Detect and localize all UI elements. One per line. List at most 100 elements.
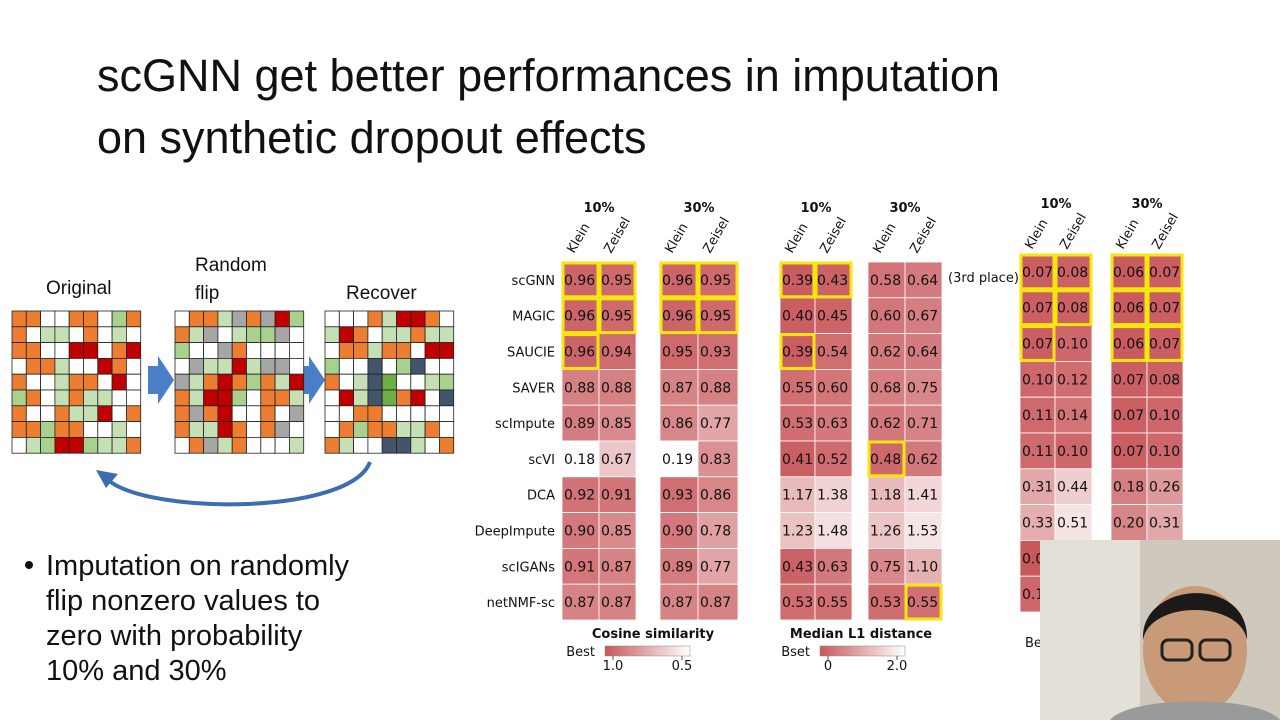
- matrix-cell: [83, 405, 99, 422]
- matrix-cell: [367, 421, 383, 438]
- cell-value: 0.33: [1022, 516, 1053, 532]
- matrix-cell: [68, 405, 84, 422]
- cell-value: 0.41: [782, 452, 813, 468]
- matrix-cell: [174, 342, 190, 359]
- heat-cell: [598, 368, 637, 406]
- cell-value: 0.0: [1022, 551, 1044, 567]
- matrix-cell: [367, 389, 383, 407]
- matrix-cell: [188, 310, 205, 328]
- arrow: [148, 356, 174, 404]
- cell-value: 0.55: [907, 595, 938, 611]
- diagram-label: Recover: [346, 283, 417, 304]
- matrix-cell: [246, 373, 262, 391]
- highlight: [1146, 325, 1184, 362]
- heat-cell: [1110, 468, 1148, 505]
- heat-cell: [659, 440, 699, 478]
- cell-value: 0.93: [700, 345, 731, 361]
- heat-cell: [561, 583, 600, 621]
- cell-value: 0.58: [870, 273, 901, 289]
- cell-value: 0.60: [870, 309, 901, 325]
- matrix-cell: [54, 436, 70, 454]
- matrix-cell: [424, 310, 440, 328]
- matrix-cell: [40, 326, 56, 343]
- cell-value: 0.93: [662, 488, 693, 504]
- matrix-cell: [288, 389, 305, 407]
- matrix-cell: [260, 357, 276, 375]
- matrix-cell: [231, 326, 247, 343]
- matrix-cell: [260, 373, 276, 391]
- matrix-cell: [288, 326, 305, 343]
- matrix-cell: [367, 436, 383, 454]
- heat-cell: [598, 333, 637, 370]
- highlight: [1146, 289, 1184, 327]
- cell-value: 0.63: [817, 416, 848, 432]
- cell-value: 0.86: [662, 416, 693, 432]
- matrix-cell: [410, 310, 426, 328]
- cell-value: 0.95: [601, 273, 632, 289]
- matrix-cell: [338, 326, 354, 343]
- matrix-cell: [274, 389, 290, 407]
- matrix-cell: [126, 357, 142, 375]
- matrix-cell: [246, 310, 262, 328]
- matrix-cell: [231, 342, 247, 359]
- matrix-cell: [217, 389, 233, 407]
- matrix-cell: [438, 342, 455, 359]
- matrix-cell: [40, 389, 56, 407]
- matrix-cell: [274, 342, 290, 359]
- cell-value: 0.55: [782, 380, 813, 396]
- cell-value: 0.07: [1022, 337, 1053, 353]
- cell-value: 0.87: [662, 595, 693, 611]
- matrix-cell: [203, 310, 219, 328]
- matrix-cell: [97, 373, 113, 391]
- cell-value: 0.51: [1057, 516, 1088, 532]
- highlight: [814, 261, 853, 299]
- matrix-cell: [274, 357, 290, 375]
- heat-cell: [814, 476, 853, 513]
- heat-cell: [561, 297, 600, 334]
- highlight: [697, 261, 739, 299]
- heat-cell: [659, 404, 699, 442]
- matrix-cell: [231, 357, 247, 375]
- matrix-cell: [25, 389, 41, 407]
- matrix-cell: [381, 357, 397, 375]
- matrix-cell: [126, 342, 142, 359]
- cell-value: 0.62: [870, 416, 901, 432]
- matrix-cell: [324, 373, 340, 391]
- cell-value: 0.43: [817, 273, 848, 289]
- group-header: 10%: [583, 201, 614, 216]
- matrix-cell: [25, 326, 41, 343]
- matrix-cell: [83, 357, 99, 375]
- heat-cell: [561, 512, 600, 549]
- cell-value: 0.06: [1113, 337, 1144, 353]
- heat-cell: [779, 368, 816, 406]
- cell-value: 0.07: [1113, 408, 1144, 424]
- method-label: MAGIC: [512, 310, 555, 325]
- cell-value: 1.17: [782, 488, 813, 504]
- legend-bar: [819, 645, 906, 657]
- highlight: [904, 583, 943, 621]
- matrix-cell: [381, 421, 397, 438]
- matrix-cell: [111, 436, 127, 454]
- matrix-cell: [338, 436, 354, 454]
- matrix-cell: [353, 405, 369, 422]
- heat-cell: [697, 512, 739, 549]
- method-label: netNMF-sc: [487, 596, 555, 611]
- matrix-cell: [410, 342, 426, 359]
- cell-value: 0.07: [1022, 265, 1053, 281]
- matrix-cell: [174, 389, 190, 407]
- matrix-cell: [396, 342, 412, 359]
- heat-cell: [1146, 360, 1184, 398]
- matrix-cell: [40, 310, 56, 328]
- heat-cell: [814, 583, 853, 621]
- matrix-cell: [324, 421, 340, 438]
- matrix-cell: [11, 326, 27, 343]
- matrix-cell: [396, 326, 412, 343]
- bullet-dot: [25, 561, 33, 569]
- cell-value: 0.07: [1149, 265, 1180, 281]
- matrix-cell: [97, 389, 113, 407]
- cell-value: 0.90: [564, 524, 595, 540]
- cell-value: 0.53: [870, 595, 901, 611]
- heat-cell: [779, 583, 816, 621]
- title-line: scGNN get better performances in imputat…: [97, 50, 1000, 101]
- matrix-cell: [324, 310, 340, 328]
